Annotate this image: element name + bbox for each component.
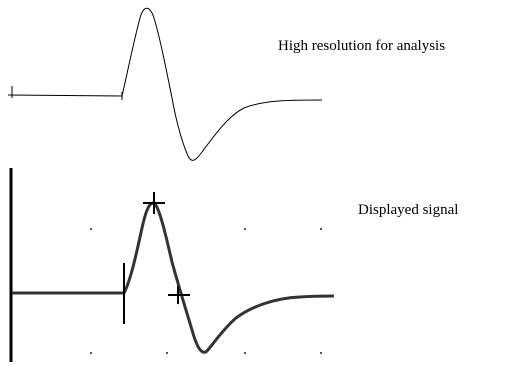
high-resolution-panel bbox=[7, 7, 323, 161]
grid-dot bbox=[320, 352, 322, 354]
high-resolution-waveform bbox=[7, 7, 323, 161]
grid-dot bbox=[320, 228, 322, 230]
grid-dot bbox=[90, 228, 92, 230]
mid-cross-marker bbox=[168, 286, 190, 304]
grid-dot bbox=[90, 352, 92, 354]
grid-dot bbox=[244, 228, 246, 230]
displayed-signal-panel bbox=[9, 168, 335, 362]
high-resolution-caption: High resolution for analysis bbox=[278, 38, 446, 54]
displayed-signal-caption: Displayed signal bbox=[358, 202, 459, 218]
peak-cross-marker bbox=[143, 192, 165, 214]
displayed-waveform bbox=[12, 201, 335, 354]
grid-dot bbox=[244, 352, 246, 354]
grid-dots bbox=[90, 228, 322, 354]
grid-dot bbox=[166, 352, 168, 354]
